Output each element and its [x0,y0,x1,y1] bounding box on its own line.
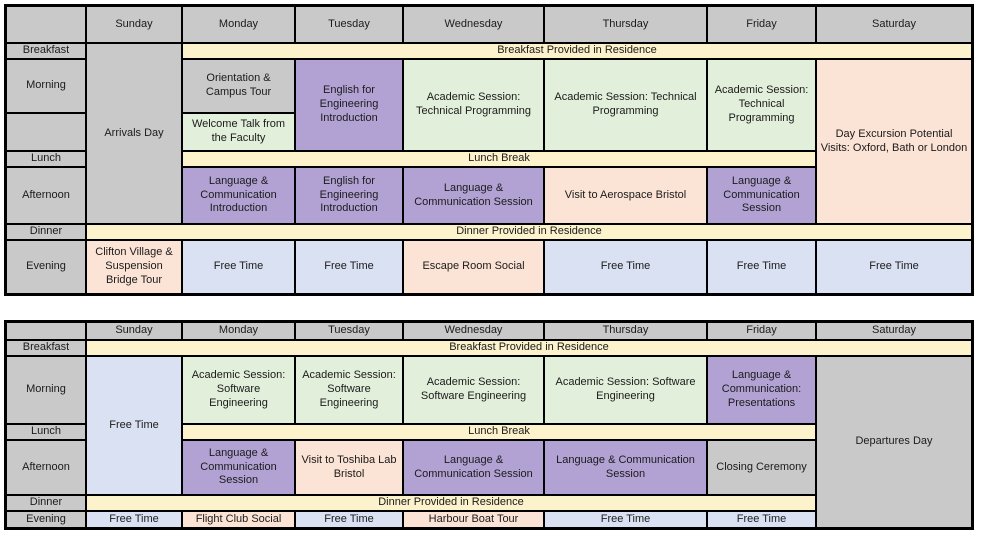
day-header: Wednesday [404,323,543,339]
event-cell: Language & Communication Session [183,441,294,494]
day-header: Thursday [545,7,706,42]
event-cell: Academic Session: Technical Programming [708,60,815,150]
corner-cell [7,7,85,42]
event-cell: Welcome Talk from the Faculty [183,114,294,150]
event-cell: Language & Communication Session [404,441,543,494]
event-cell: Free Time [87,512,181,527]
time-label: Evening [7,241,85,293]
event-cell: Academic Session: Technical Programming [404,60,543,150]
event-cell: Clifton Village & Suspension Bridge Tour [87,241,181,293]
time-label: Dinner [7,496,85,510]
day-header: Friday [708,7,815,42]
event-cell: Language & Communication Session [545,441,706,494]
event-cell: Language & Communication Session [404,168,543,223]
day-header: Sunday [87,7,181,42]
event-cell: English for Engineering Introduction [296,168,402,223]
event-cell: Free Time [708,241,815,293]
day-header: Saturday [817,7,971,42]
time-label [7,114,85,150]
corner-cell [7,323,85,339]
meal-band: Breakfast Provided in Residence [87,341,971,355]
week2-schedule-table: Sunday Monday Tuesday Wednesday Thursday Frid… [4,320,974,530]
day-header: Wednesday [404,7,543,42]
event-cell: Academic Session: Software Engineering [404,357,543,423]
event-cell: Harbour Boat Tour [404,512,543,527]
week1-schedule-table: Sunday Monday Tuesday Wednesday Thursday Frid… [4,4,974,296]
event-cell: Arrivals Day [87,44,181,223]
time-label: Lunch [7,425,85,439]
day-header: Monday [183,7,294,42]
day-header: Monday [183,323,294,339]
event-cell: Free Time [183,241,294,293]
time-label: Morning [7,357,85,423]
day-header: Thursday [545,323,706,339]
event-cell: Academic Session: Software Engineering [183,357,294,423]
event-cell: Visit to Aerospace Bristol [545,168,706,223]
day-header: Saturday [817,323,971,339]
event-cell: Language & Communication Session [708,168,815,223]
event-cell: Free Time [708,512,815,527]
meal-band: Dinner Provided in Residence [87,496,815,510]
event-cell: Academic Session: Software Engineering [545,357,706,423]
event-cell: Free Time [87,357,181,494]
time-label: Breakfast [7,341,85,355]
time-label: Lunch [7,152,85,166]
event-cell: Free Time [545,512,706,527]
event-cell: Visit to Toshiba Lab Bristol [296,441,402,494]
event-cell: Closing Ceremony [708,441,815,494]
day-header: Tuesday [296,323,402,339]
event-cell: Flight Club Social [183,512,294,527]
event-cell: Day Excursion Potential Visits: Oxford, … [817,60,971,223]
meal-band: Lunch Break [183,425,815,439]
event-cell: Language & Communication: Presentations [708,357,815,423]
event-cell: Escape Room Social [404,241,543,293]
day-header: Tuesday [296,7,402,42]
meal-band: Lunch Break [183,152,815,166]
time-label: Afternoon [7,168,85,223]
event-cell: English for Engineering Introduction [296,60,402,150]
time-label: Evening [7,512,85,527]
event-cell: Free Time [545,241,706,293]
time-label: Morning [7,60,85,112]
event-cell: Free Time [817,241,971,293]
event-cell: Academic Session: Software Engineering [296,357,402,423]
event-cell: Orientation & Campus Tour [183,60,294,112]
time-label: Afternoon [7,441,85,494]
meal-band: Dinner Provided in Residence [87,225,971,239]
event-cell: Academic Session: Technical Programming [545,60,706,150]
meal-band: Breakfast Provided in Residence [183,44,971,58]
event-cell: Language & Communication Introduction [183,168,294,223]
event-cell: Free Time [296,241,402,293]
event-cell: Free Time [296,512,402,527]
time-label: Dinner [7,225,85,239]
time-label: Breakfast [7,44,85,58]
event-cell: Departures Day [817,357,971,527]
day-header: Sunday [87,323,181,339]
day-header: Friday [708,323,815,339]
